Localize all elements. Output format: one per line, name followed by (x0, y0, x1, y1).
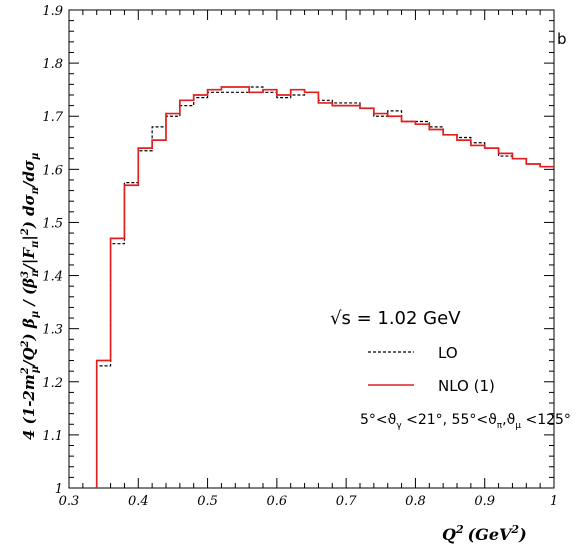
x-tick-label: 0.3 (59, 494, 80, 509)
y-tick-label: 1.2 (42, 376, 63, 391)
x-tick-label: 0.9 (474, 494, 495, 509)
x-tick-label: 0.7 (336, 494, 357, 509)
cuts-annotation: 5°<ϑγ <21°, 55°<ϑπ,ϑμ <125° (360, 412, 571, 431)
y-tick-label: 1.5 (42, 216, 63, 231)
x-tick-label: 1 (550, 494, 558, 509)
panel-label: b (557, 30, 567, 48)
y-tick-label: 1.6 (42, 163, 63, 178)
x-tick-label: 0.8 (405, 494, 426, 509)
axis-ticks (68, 9, 555, 489)
legend-label-lo: LO (438, 344, 458, 362)
y-tick-labels: 1 1.1 1.2 1.3 1.4 1.5 1.6 1.7 1.8 1.9 (42, 4, 63, 497)
y-tick-label: 1.3 (42, 323, 63, 338)
x-tick-label: 0.4 (128, 494, 149, 509)
y-tick-label: 1.4 (42, 270, 63, 285)
y-tick-label: 1.1 (42, 429, 63, 444)
series-line-nlo (95, 86, 554, 488)
plot-frame (68, 9, 555, 489)
x-tick-label: 0.6 (267, 494, 288, 509)
y-tick-label: 1.7 (42, 110, 63, 125)
energy-annotation: √s = 1.02 GeV (330, 308, 461, 329)
y-axis-title: 4 (1-2m2μ/Q2) βμ / (β3π/|Fπ|2) dσπ/dσμ (20, 153, 41, 440)
y-tick-label: 1.9 (42, 4, 63, 19)
x-tick-labels: 0.3 0.4 0.5 0.6 0.7 0.8 0.9 1 (59, 494, 558, 509)
legend-label-nlo: NLO (1) (438, 377, 495, 395)
y-tick-label: 1 (55, 482, 63, 497)
legend: LO NLO (1) (368, 344, 495, 395)
x-axis-title: Q2 (GeV2) (442, 523, 527, 544)
x-tick-label: 0.5 (197, 494, 218, 509)
series-group (95, 86, 554, 488)
y-tick-label: 1.8 (42, 57, 63, 72)
